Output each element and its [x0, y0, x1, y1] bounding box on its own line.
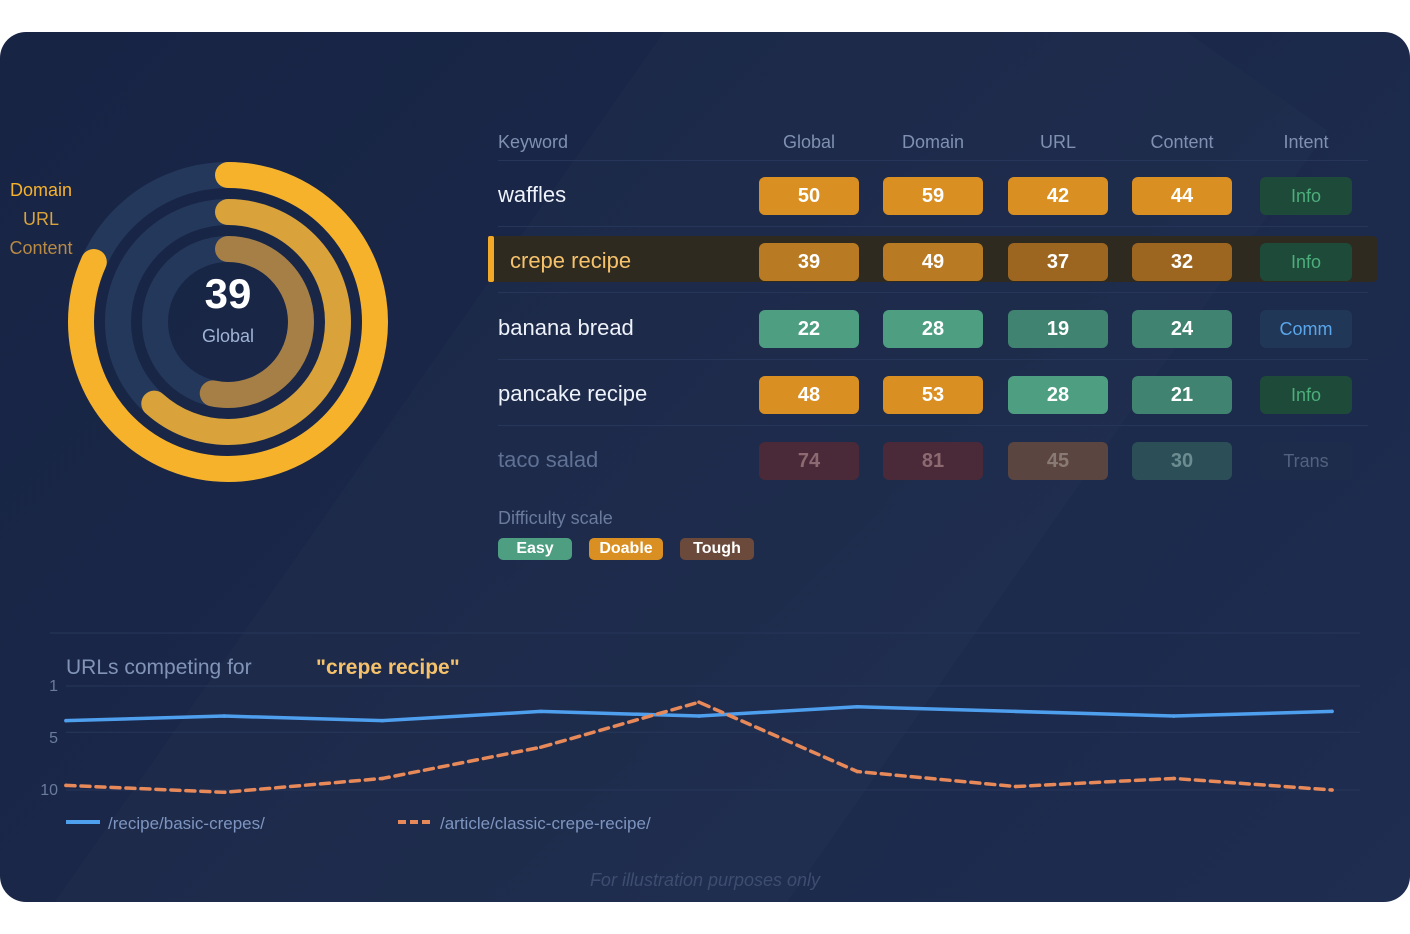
divider [498, 359, 1368, 360]
score-cell: 44 [1132, 177, 1232, 215]
series-point-0 [1330, 709, 1334, 714]
ring-legend-content: Content [9, 238, 73, 258]
series-point-0 [697, 714, 701, 718]
divider [498, 425, 1368, 426]
score-cell: 50 [759, 177, 859, 215]
header-keyword: Keyword [498, 132, 569, 152]
series-point-1 [380, 776, 385, 781]
divider [498, 226, 1368, 227]
intent-badge: Info [1260, 243, 1352, 281]
series-point-1 [222, 790, 227, 795]
ring-domain-arc [68, 162, 388, 482]
keyword-banana-bread[interactable]: banana bread [498, 315, 634, 340]
score-cell: 24 [1132, 310, 1232, 348]
ring-legend-domain: Domain [9, 180, 73, 200]
score-cell: 21 [1132, 376, 1232, 414]
score-cell: 37 [1008, 243, 1108, 281]
intent-badge: Trans [1260, 442, 1352, 480]
score-cell: 28 [883, 310, 983, 348]
difficulty-rings-chart [68, 162, 388, 482]
y-tick-label: 10 [40, 782, 58, 799]
dashboard-panel: Domain URL Content 39 Global Keyword Glo… [0, 32, 1410, 902]
legend-label: /recipe/basic-crepes/ [108, 814, 265, 833]
scale-chip-doable: Doable [589, 538, 663, 560]
series-point-1 [697, 700, 701, 704]
divider [498, 292, 1368, 293]
header-global: Global [782, 132, 836, 152]
series-line-0 [64, 705, 1334, 723]
intent-badge: Info [1260, 376, 1352, 414]
score-cell: 81 [883, 442, 983, 480]
series-point-0 [1013, 709, 1018, 714]
series-point-0 [64, 718, 68, 723]
header-intent: Intent [1283, 132, 1329, 152]
intent-badge: Info [1260, 177, 1352, 215]
scale-chip-tough: Tough [680, 538, 754, 560]
series-point-1 [538, 745, 543, 750]
series-point-0 [538, 709, 543, 714]
rank-line-chart [50, 632, 1360, 795]
score-cell: 22 [759, 310, 859, 348]
difficulty-scale-title: Difficulty scale [498, 508, 613, 528]
ring-legend-url: URL [22, 209, 59, 229]
score-cell: 59 [883, 177, 983, 215]
score-cell: 30 [1132, 442, 1232, 480]
legend-swatch-dashed [398, 820, 432, 824]
legend-swatch-solid [66, 820, 100, 824]
global-score: 39 [204, 270, 252, 317]
series-point-0 [1171, 714, 1176, 718]
y-tick-label: 5 [49, 730, 58, 747]
footnote: For illustration purposes only [589, 870, 821, 890]
ring-content-arc [142, 236, 314, 408]
scale-chip-easy: Easy [498, 538, 572, 560]
score-cell: 74 [759, 442, 859, 480]
intent-badge: Comm [1260, 310, 1352, 348]
keyword-crepe-recipe[interactable]: crepe recipe [510, 248, 632, 273]
series-point-1 [1013, 784, 1018, 789]
y-tick-label: 1 [49, 678, 58, 695]
chart-query: "crepe recipe" [316, 656, 460, 679]
series-point-1 [1330, 788, 1334, 792]
chart-title: URLs competing for [66, 656, 252, 679]
ring-url-arc [105, 199, 351, 445]
score-cell: 45 [1008, 442, 1108, 480]
score-cell: 49 [883, 243, 983, 281]
series-point-1 [64, 783, 68, 788]
keyword-pancake-recipe[interactable]: pancake recipe [498, 381, 648, 406]
series-point-0 [855, 705, 860, 709]
score-cell: 28 [1008, 376, 1108, 414]
score-cell: 19 [1008, 310, 1108, 348]
series-point-0 [222, 714, 227, 718]
series-point-0 [380, 718, 385, 723]
global-score-label: Global [201, 326, 255, 346]
series-point-1 [855, 769, 860, 774]
header-domain: Domain [901, 132, 965, 152]
score-cell: 53 [883, 376, 983, 414]
score-cell: 32 [1132, 243, 1232, 281]
header-url: URL [1039, 132, 1076, 152]
keyword-taco-salad[interactable]: taco salad [498, 447, 599, 472]
header-content: Content [1150, 132, 1214, 152]
score-cell: 42 [1008, 177, 1108, 215]
highlight-indicator [488, 236, 494, 282]
score-cell: 48 [759, 376, 859, 414]
keyword-waffles[interactable]: waffles [498, 182, 567, 207]
series-line-1 [64, 700, 1334, 795]
legend-label: /article/classic-crepe-recipe/ [440, 814, 651, 833]
divider [498, 160, 1368, 161]
series-point-1 [1171, 776, 1176, 781]
score-cell: 39 [759, 243, 859, 281]
